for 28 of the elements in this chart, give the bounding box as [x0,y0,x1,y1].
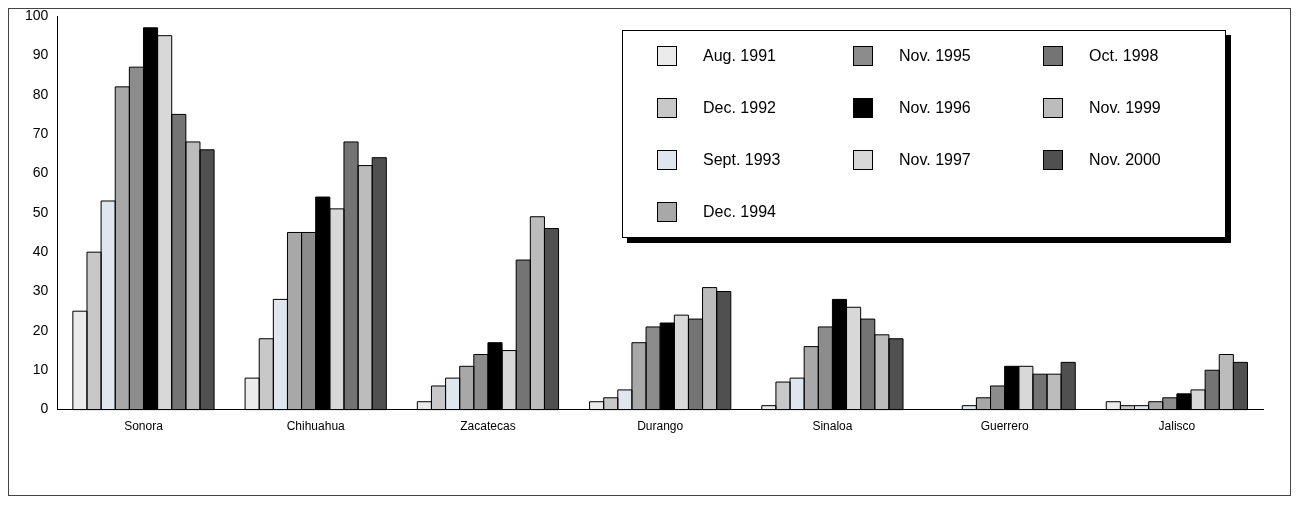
legend-label: Dec. 1992 [703,99,776,117]
y-tick-label: 80 [32,85,49,102]
legend-label: Sept. 1993 [703,151,781,169]
legend-label: Aug. 1991 [703,47,776,65]
y-tick-label: 30 [32,282,49,299]
x-tick-label: Zacatecas [460,419,516,434]
y-tick-label: 10 [32,361,49,378]
y-tick-label: 0 [40,400,49,417]
y-tick-label: 40 [32,243,49,260]
y-tick-label: 60 [32,164,49,181]
x-tick-label: Guerrero [980,419,1029,434]
y-tick-label: 90 [32,46,49,63]
y-tick-label: 70 [32,124,49,141]
legend-label: Dec. 1994 [703,203,776,221]
x-tick-label: Sinaloa [812,419,853,434]
legend-label: Nov. 1999 [1089,99,1161,117]
legend-label: Oct. 1998 [1089,47,1159,65]
legend-label: Nov. 2000 [1089,151,1161,169]
x-tick-label: Jalisco [1158,419,1196,434]
legend-label: Nov. 1995 [899,47,971,65]
y-tick-label: 20 [32,321,49,338]
x-tick-label: Durango [637,419,684,434]
legend-label: Nov. 1997 [899,151,971,169]
x-tick-label: Sonora [124,419,164,434]
y-tick-label: 100 [25,6,49,23]
y-tick-label: 50 [32,203,49,220]
legend-label: Nov. 1996 [899,99,971,117]
x-tick-label: Chihuahua [286,419,346,434]
